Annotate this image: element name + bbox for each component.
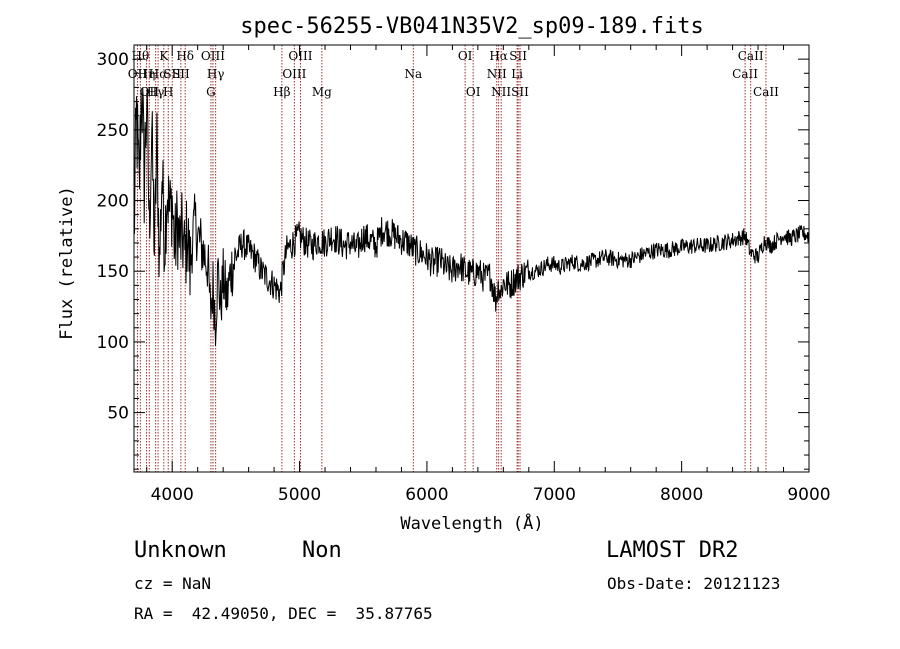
x-axis-label: Wavelength (Å) <box>400 512 543 534</box>
spectral-line-label: Mg <box>312 85 332 99</box>
spectral-line-label: CaII <box>738 49 764 63</box>
spectral-line-label: CaII <box>732 67 758 81</box>
spectral-line-label: Li <box>511 67 523 81</box>
survey-name: LAMOST DR2 <box>606 538 739 563</box>
redshift-cz: cz = NaN <box>134 574 212 593</box>
spectral-line-label: Hα <box>489 49 508 63</box>
tick-label: 250 <box>97 121 129 141</box>
tick-label: 8000 <box>660 485 703 505</box>
spectral-line-label: OIII <box>282 67 306 81</box>
spectral-line-label: Hδ <box>176 49 194 63</box>
spectral-line-label: K <box>159 49 169 63</box>
tick-label: 100 <box>97 333 129 353</box>
spectral-line-label: NII <box>487 67 507 81</box>
spectral-line-label: OII <box>140 85 160 99</box>
spectral-line-label: Na <box>404 67 422 81</box>
spectral-line-label: OI <box>458 49 473 63</box>
spectral-line-label: OII <box>128 67 148 81</box>
spectral-line-label: CaII <box>753 85 779 99</box>
spectral-line-label: Hη <box>138 67 156 81</box>
spectral-line-label: OIII <box>288 49 312 63</box>
tick-label: 5000 <box>278 485 321 505</box>
object-class: Unknown <box>134 538 227 563</box>
tick-label: 50 <box>107 404 129 424</box>
tick-label: 6000 <box>405 485 448 505</box>
tick-label: 4000 <box>151 485 194 505</box>
spectral-line-label: SII <box>172 67 190 81</box>
spectrum-chart: spec-56255-VB041N35V2_sp09-189.fits OIIH… <box>57 14 831 534</box>
tick-label: 9000 <box>787 485 830 505</box>
tick-label: 7000 <box>533 485 576 505</box>
spectral-line-label: SII <box>511 85 529 99</box>
object-subclass: Non <box>302 538 342 563</box>
spectral-line-label: OIII <box>201 49 225 63</box>
spectral-line-label: H <box>163 85 173 99</box>
chart-title: spec-56255-VB041N35V2_sp09-189.fits <box>240 14 704 39</box>
tick-label: 300 <box>97 50 129 70</box>
coordinates: RA = 42.49050, DEC = 35.87765 <box>134 604 433 623</box>
spectral-line-markers: OIIHθHηOIIHγHαKHSIISIIHδGOIIIHγHβOIIIOII… <box>128 45 779 472</box>
spectral-line-label: Hγ <box>147 85 165 99</box>
spectral-line-label: Hγ <box>207 67 225 81</box>
spectral-line-label: G <box>206 85 216 99</box>
tick-label: 200 <box>97 192 129 212</box>
y-axis-label: Flux (relative) <box>57 186 77 340</box>
observation-date: Obs-Date: 20121123 <box>607 574 781 593</box>
spectral-line-label: SII <box>163 67 181 81</box>
spectral-line-label: Hα <box>149 67 168 81</box>
axis-ticks: 4000 5000 6000 7000 8000 9000 50 100 150 200 250 30… <box>97 45 831 505</box>
spectral-line-label: NII <box>491 85 511 99</box>
spectral-line-label: SII <box>509 49 527 63</box>
spectrum-line <box>133 87 810 346</box>
tick-label: 150 <box>97 262 129 282</box>
plot-frame <box>133 44 810 473</box>
spectral-line-label: OI <box>466 85 481 99</box>
spectral-line-label: Hβ <box>273 85 290 99</box>
